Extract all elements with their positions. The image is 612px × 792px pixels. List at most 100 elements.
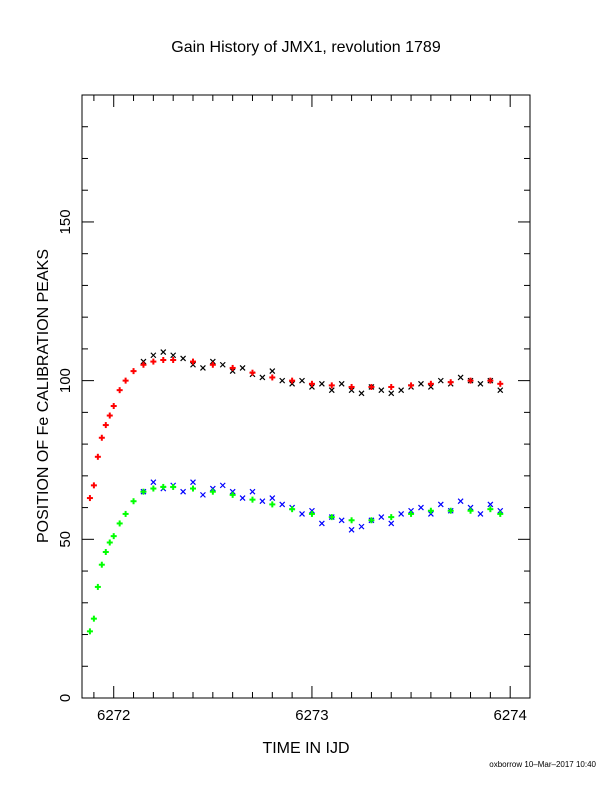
upper_raw-point — [269, 368, 276, 375]
upper_fit-point — [289, 377, 296, 384]
lower_fit-point — [497, 510, 504, 517]
lower_fit-point — [229, 491, 236, 498]
upper_fit-point — [150, 358, 157, 365]
upper_raw-point — [398, 387, 405, 394]
lower_raw-point — [318, 520, 325, 527]
lower_fit-point — [408, 510, 415, 517]
lower_raw-point — [358, 523, 365, 530]
upper_fit-point — [94, 453, 101, 460]
lower_raw-point — [398, 511, 405, 517]
upper_raw-point — [279, 377, 286, 384]
x-axis-label: TIME IN IJD — [262, 740, 349, 757]
lower_raw-point — [190, 479, 196, 486]
lower_raw-point — [418, 504, 424, 511]
upper_fit-point — [487, 377, 494, 384]
x-tick-label: 6274 — [493, 707, 526, 724]
upper_fit-point — [110, 403, 117, 410]
upper_raw-point — [140, 358, 147, 365]
lower_fit-point — [102, 549, 109, 556]
lower_raw-point — [199, 491, 206, 498]
lower_fit-point — [427, 507, 434, 514]
lower_fit-point — [249, 496, 256, 503]
lower_fit-point — [388, 514, 395, 521]
upper_raw-point — [160, 349, 167, 355]
lower_fit-point — [122, 510, 129, 517]
upper_fit-point — [170, 357, 177, 364]
upper_raw-point — [259, 374, 266, 381]
upper_fit-point — [190, 358, 197, 365]
upper_fit-point — [140, 361, 147, 368]
upper_fit-point — [122, 377, 129, 384]
lower_fit-point — [209, 488, 216, 495]
lower_fit-point — [487, 506, 494, 513]
y-tick-label: 0 — [57, 694, 74, 702]
y-tick-label: 150 — [57, 209, 74, 234]
upper_raw-point — [457, 374, 464, 381]
upper_fit-point — [348, 383, 355, 390]
upper_raw-point — [209, 358, 216, 365]
y-axis-label: POSITION OF Fe CALIBRATION PEAKS — [35, 249, 52, 543]
upper_raw-point — [180, 355, 187, 362]
axis-tick-labels: 0 50 100 150 6272 6273 6274 — [57, 209, 527, 724]
x-tick-label: 6273 — [295, 707, 328, 724]
lower_fit-point — [94, 583, 101, 590]
upper_raw-point — [358, 390, 365, 397]
lower_fit-point — [289, 506, 296, 513]
lower_fit-point — [98, 561, 105, 568]
upper_fit-point — [328, 382, 335, 389]
upper_raw-point — [229, 368, 236, 375]
upper_fit-point — [90, 482, 97, 489]
lower_raw-point — [467, 504, 474, 511]
upper_raw-point — [239, 365, 246, 371]
lower_raw-point — [457, 498, 464, 505]
upper_fit-point — [408, 382, 415, 389]
upper_raw-point — [477, 380, 484, 387]
upper_raw-point — [338, 380, 345, 387]
lower_raw-point — [209, 485, 216, 492]
upper_raw-point — [427, 384, 434, 390]
upper_raw-point — [388, 390, 395, 397]
lower_fit-point — [467, 507, 474, 514]
upper_raw-point — [318, 380, 325, 387]
lower_raw-point — [338, 517, 345, 524]
upper_fit-point — [209, 361, 216, 368]
upper_raw-point — [150, 352, 157, 359]
lower_fit-point — [160, 483, 167, 490]
lower_raw-point — [299, 511, 305, 517]
lower_fit-point — [130, 498, 137, 505]
lower_raw-point — [388, 520, 395, 527]
upper_raw-point — [497, 387, 504, 394]
lower_fit-point — [140, 488, 147, 495]
upper_fit-point — [447, 379, 454, 386]
upper_raw-point — [289, 380, 296, 387]
x-tick-label: 6272 — [97, 707, 130, 724]
lower_fit-point — [170, 483, 177, 490]
lower_raw-point — [348, 526, 355, 533]
lower_fit-point — [269, 501, 276, 508]
upper_fit-point — [249, 369, 256, 376]
upper_fit-point — [130, 368, 137, 375]
lower_raw-point — [279, 501, 286, 508]
lower_raw-point — [408, 507, 414, 514]
upper_raw-point — [348, 387, 355, 394]
upper_fit-point — [497, 380, 504, 387]
upper_raw-point — [418, 380, 424, 387]
lower_fit-point — [86, 628, 93, 635]
lower_fit-point — [447, 507, 454, 514]
upper_raw-point — [170, 352, 177, 359]
upper_fit-point — [269, 374, 276, 381]
upper_fit-point — [427, 380, 434, 387]
lower_fit-point — [328, 514, 335, 521]
lower_fit-point — [348, 517, 355, 524]
upper_fit-point — [86, 495, 93, 502]
lower_fit-point — [308, 510, 315, 517]
lower_fit-point — [190, 485, 197, 492]
lower_raw-point — [219, 482, 226, 489]
y-tick-label: 100 — [57, 368, 74, 393]
lower_raw-point — [180, 488, 187, 495]
lower_raw-point — [378, 514, 385, 521]
lower_fit-point — [90, 615, 97, 622]
upper_fit-point — [308, 380, 315, 387]
upper_fit-point — [106, 412, 113, 419]
